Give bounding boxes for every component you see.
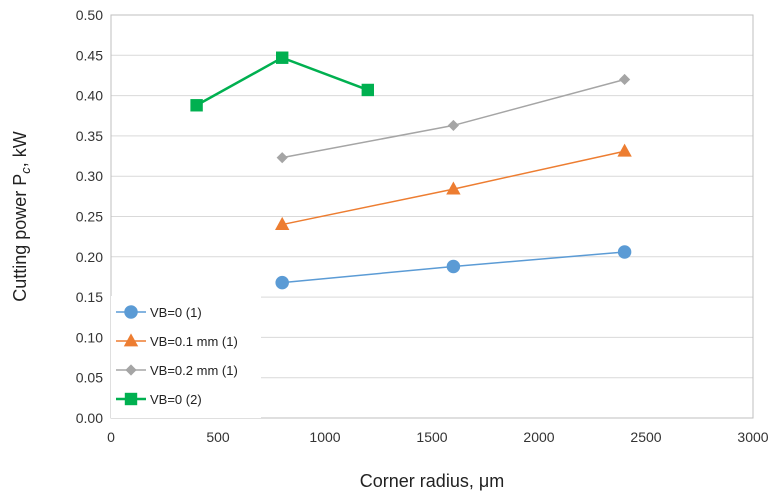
legend-marker <box>125 364 137 376</box>
legend: VB=0 (1) VB=0.1 mm (1) VB=0.2 mm (1) VB=0 (… <box>111 296 261 418</box>
series-4 <box>190 51 374 112</box>
series-1 <box>275 245 632 290</box>
y-tick-label: 0.30 <box>76 168 103 184</box>
x-tick-labels: 0 500 1000 1500 2000 2500 3000 <box>107 429 769 445</box>
x-tick-label: 0 <box>107 429 115 445</box>
y-tick-label: 0.05 <box>76 370 103 386</box>
legend-item: VB=0 (2) <box>116 392 202 407</box>
plot-area-border <box>110 14 754 419</box>
y-tick-label: 0.25 <box>76 209 103 225</box>
data-point-marker <box>446 181 461 195</box>
data-point-marker <box>447 119 459 132</box>
series-3 <box>276 73 631 164</box>
y-tick-label: 0.50 <box>76 7 103 23</box>
legend-label: VB=0 (2) <box>150 392 202 407</box>
legend-marker <box>124 392 138 406</box>
data-point-marker <box>276 152 288 164</box>
y-tick-label: 0.15 <box>76 289 103 305</box>
legend-item: VB=0.2 mm (1) <box>116 363 238 378</box>
data-point-marker <box>619 73 631 86</box>
legend-marker <box>124 305 138 319</box>
y-tick-label: 0.00 <box>76 410 103 426</box>
series-2 <box>275 143 632 230</box>
data-point-marker <box>361 83 374 97</box>
y-tick-label: 0.20 <box>76 249 103 265</box>
y-axis-title-subscript: c <box>18 167 33 174</box>
x-tick-label: 500 <box>206 429 230 445</box>
data-point-marker <box>276 51 289 64</box>
x-tick-label: 3000 <box>737 429 768 445</box>
x-tick-label: 1000 <box>309 429 340 445</box>
data-point-marker <box>190 99 203 112</box>
data-point-marker <box>617 245 632 259</box>
y-tick-labels: 0.00 0.05 0.10 0.15 0.20 0.25 0.30 0.35 0.40 0.45… <box>76 7 103 426</box>
data-point-marker <box>275 275 289 290</box>
legend-label: VB=0.1 mm (1) <box>150 334 238 349</box>
y-tick-label: 0.10 <box>76 329 103 345</box>
data-point-marker <box>275 216 290 230</box>
x-tick-label: 1500 <box>416 429 447 445</box>
x-axis-title: Corner radius, μm <box>360 471 504 491</box>
legend-item: VB=0.1 mm (1) <box>116 333 238 349</box>
legend-marker <box>123 333 139 347</box>
x-tick-label: 2000 <box>523 429 554 445</box>
y-tick-label: 0.45 <box>76 47 103 63</box>
legend-label: VB=0.2 mm (1) <box>150 363 238 378</box>
legend-label: VB=0 (1) <box>150 305 202 320</box>
data-point-marker <box>617 143 632 157</box>
y-axis-title-unit: , kW <box>10 131 30 167</box>
y-axis-title-main: Cutting power P <box>10 174 30 302</box>
y-axis-title: Cutting power Pc, kW <box>10 131 33 302</box>
x-tick-label: 2500 <box>630 429 661 445</box>
data-point-marker <box>446 259 461 274</box>
series-group <box>190 51 632 290</box>
y-tick-label: 0.35 <box>76 128 103 144</box>
y-tick-label: 0.40 <box>76 88 103 104</box>
legend-item: VB=0 (1) <box>116 305 202 320</box>
